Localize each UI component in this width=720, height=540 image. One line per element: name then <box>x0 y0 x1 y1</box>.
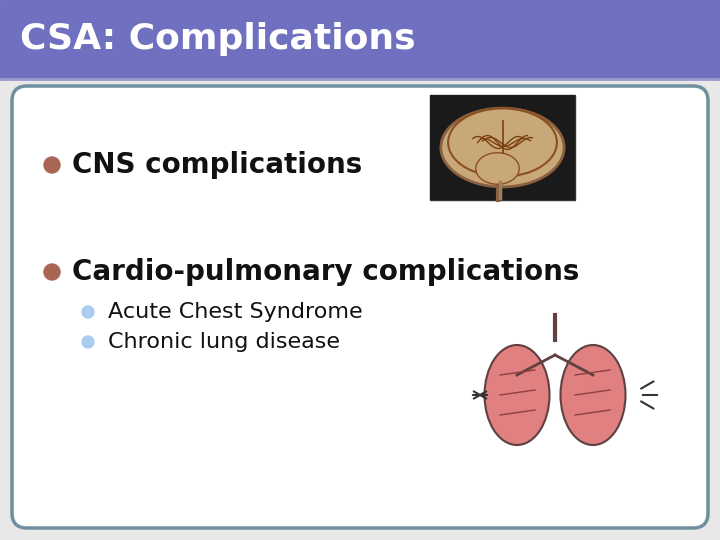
Ellipse shape <box>485 345 549 445</box>
Ellipse shape <box>448 109 557 177</box>
Circle shape <box>82 306 94 318</box>
Circle shape <box>44 157 60 173</box>
Ellipse shape <box>441 108 564 187</box>
Text: Acute Chest Syndrome: Acute Chest Syndrome <box>108 302 363 322</box>
Ellipse shape <box>476 153 519 184</box>
Circle shape <box>44 264 60 280</box>
Text: CSA: Complications: CSA: Complications <box>20 22 415 56</box>
FancyBboxPatch shape <box>0 0 720 78</box>
Text: Chronic lung disease: Chronic lung disease <box>108 332 340 352</box>
FancyBboxPatch shape <box>430 95 575 200</box>
FancyBboxPatch shape <box>12 86 708 528</box>
Circle shape <box>82 336 94 348</box>
Ellipse shape <box>560 345 626 445</box>
Text: Cardio-pulmonary complications: Cardio-pulmonary complications <box>72 258 580 286</box>
Text: CNS complications: CNS complications <box>72 151 362 179</box>
FancyBboxPatch shape <box>430 95 575 200</box>
